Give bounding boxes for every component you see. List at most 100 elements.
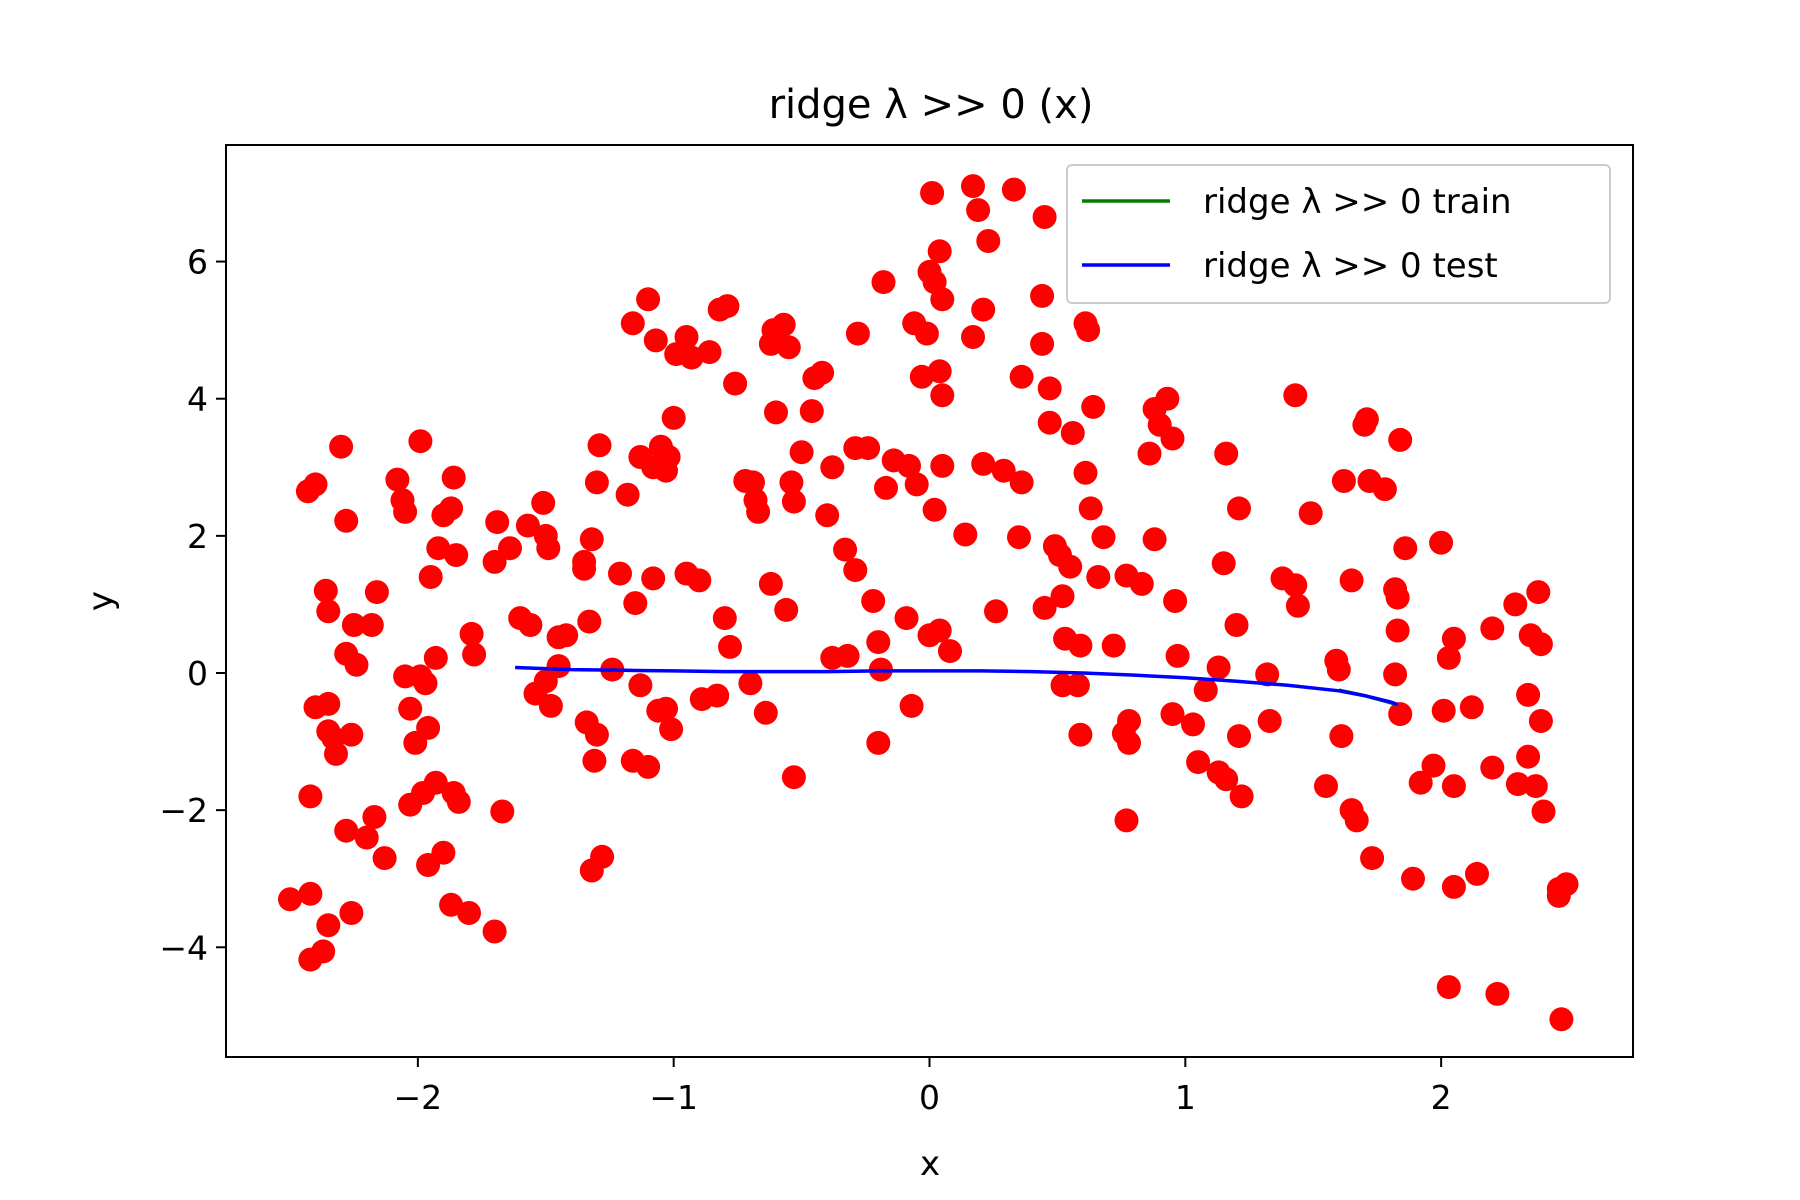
scatter-point-269 [1441, 626, 1466, 651]
scatter-point-262 [1393, 536, 1418, 561]
scatter-point-112 [712, 606, 737, 631]
scatter-point-226 [1193, 678, 1218, 703]
scatter-point-219 [1137, 441, 1162, 466]
scatter-point-3 [334, 508, 359, 533]
scatter-point-69 [538, 693, 563, 718]
scatter-point-39 [398, 696, 423, 721]
y-axis-label: y [81, 591, 121, 611]
scatter-point-115 [715, 294, 740, 319]
scatter-point-264 [1408, 770, 1433, 795]
scatter-point-221 [1163, 589, 1188, 613]
scatter-point-233 [1224, 613, 1249, 637]
scatter-point-18 [334, 818, 359, 843]
scatter-point-136 [810, 360, 835, 385]
scatter-point-142 [843, 558, 868, 583]
scatter-point-261 [1388, 427, 1413, 452]
scatter-point-193 [1058, 554, 1083, 579]
scatter-point-103 [661, 405, 686, 430]
legend-label-train: ridge λ >> 0 train [1203, 182, 1512, 222]
scatter-point-145 [856, 436, 881, 461]
scatter-point-257 [1385, 585, 1410, 610]
scatter-point-268 [1436, 645, 1461, 670]
scatter-point-96 [641, 566, 666, 591]
scatter-point-240 [1285, 593, 1310, 618]
scatter-point-76 [584, 470, 609, 495]
scatter-point-258 [1385, 618, 1410, 643]
scatter-point-72 [546, 654, 571, 679]
scatter-point-207 [1091, 525, 1116, 550]
scatter-point-218 [1160, 426, 1185, 451]
scatter-point-185 [1032, 205, 1057, 229]
scatter-point-154 [904, 472, 929, 497]
x-tick-label-4: 2 [1431, 1078, 1452, 1117]
scatter-point-151 [874, 475, 898, 500]
scatter-point-165 [927, 359, 952, 384]
scatter-point-23 [298, 881, 323, 906]
scatter-point-278 [1503, 592, 1528, 617]
scatter-point-22 [278, 887, 302, 912]
scatter-point-121 [738, 671, 763, 696]
y-tick-label-2: 0 [187, 654, 208, 693]
scatter-point-37 [444, 543, 469, 568]
scatter-point-195 [1050, 584, 1075, 609]
scatter-point-122 [753, 700, 778, 725]
scatter-point-20 [362, 805, 387, 829]
scatter-point-87 [623, 591, 648, 616]
scatter-point-270 [1441, 774, 1466, 799]
scatter-point-130 [789, 440, 814, 465]
scatter-point-224 [1181, 712, 1205, 737]
scatter-point-57 [462, 642, 487, 667]
scatter-point-109 [687, 568, 712, 593]
scatter-point-53 [457, 901, 481, 925]
x-tick-label-0: −2 [394, 1078, 443, 1117]
x-axis-label: x [920, 1144, 940, 1184]
scatter-point-5 [316, 599, 341, 624]
scatter-point-134 [799, 399, 824, 424]
scatter-point-234 [1227, 724, 1251, 749]
scatter-point-176 [971, 297, 996, 322]
scatter-point-132 [774, 597, 799, 622]
scatter-point-118 [741, 470, 765, 495]
scatter-point-141 [833, 537, 858, 562]
scatter-point-160 [920, 181, 945, 205]
scatter-point-49 [446, 789, 471, 814]
scatter-point-12 [316, 691, 341, 716]
scatter-point-6 [341, 613, 366, 637]
scatter-point-149 [866, 730, 891, 755]
scatter-point-283 [1523, 774, 1548, 799]
scatter-point-63 [515, 513, 540, 538]
scatter-point-263 [1401, 866, 1425, 891]
plot-area [278, 174, 1579, 1032]
scatter-point-189 [1037, 410, 1062, 435]
scatter-point-265 [1421, 753, 1446, 778]
scatter-point-137 [815, 503, 840, 528]
scatter-point-280 [1516, 682, 1541, 707]
scatter-point-173 [961, 174, 985, 199]
scatter-point-179 [991, 458, 1016, 483]
scatter-point-180 [1001, 177, 1026, 202]
scatter-point-86 [615, 482, 640, 507]
legend-box [1066, 164, 1611, 304]
scatter-point-56 [459, 621, 484, 646]
scatter-point-272 [1459, 695, 1484, 720]
scatter-point-80 [584, 722, 609, 747]
scatter-point-232 [1227, 496, 1251, 521]
scatter-point-204 [1078, 496, 1103, 521]
scatter-point-126 [776, 335, 801, 360]
scatter-point-59 [482, 549, 507, 574]
scatter-point-150 [871, 270, 896, 295]
scatter-point-236 [1255, 662, 1280, 687]
scatter-point-186 [1030, 283, 1055, 308]
scatter-point-247 [1331, 469, 1356, 493]
scatter-point-206 [1086, 565, 1111, 589]
scatter-point-271 [1441, 874, 1466, 899]
scatter-point-146 [861, 589, 886, 613]
scatter-point-74 [572, 556, 597, 581]
scatter-point-102 [659, 717, 684, 742]
scatter-point-184 [984, 599, 1008, 624]
scatter-point-4 [313, 578, 338, 603]
scatter-point-241 [1283, 383, 1308, 408]
scatter-point-274 [1480, 616, 1505, 641]
scatter-point-36 [441, 465, 466, 490]
scatter-point-77 [587, 433, 612, 458]
